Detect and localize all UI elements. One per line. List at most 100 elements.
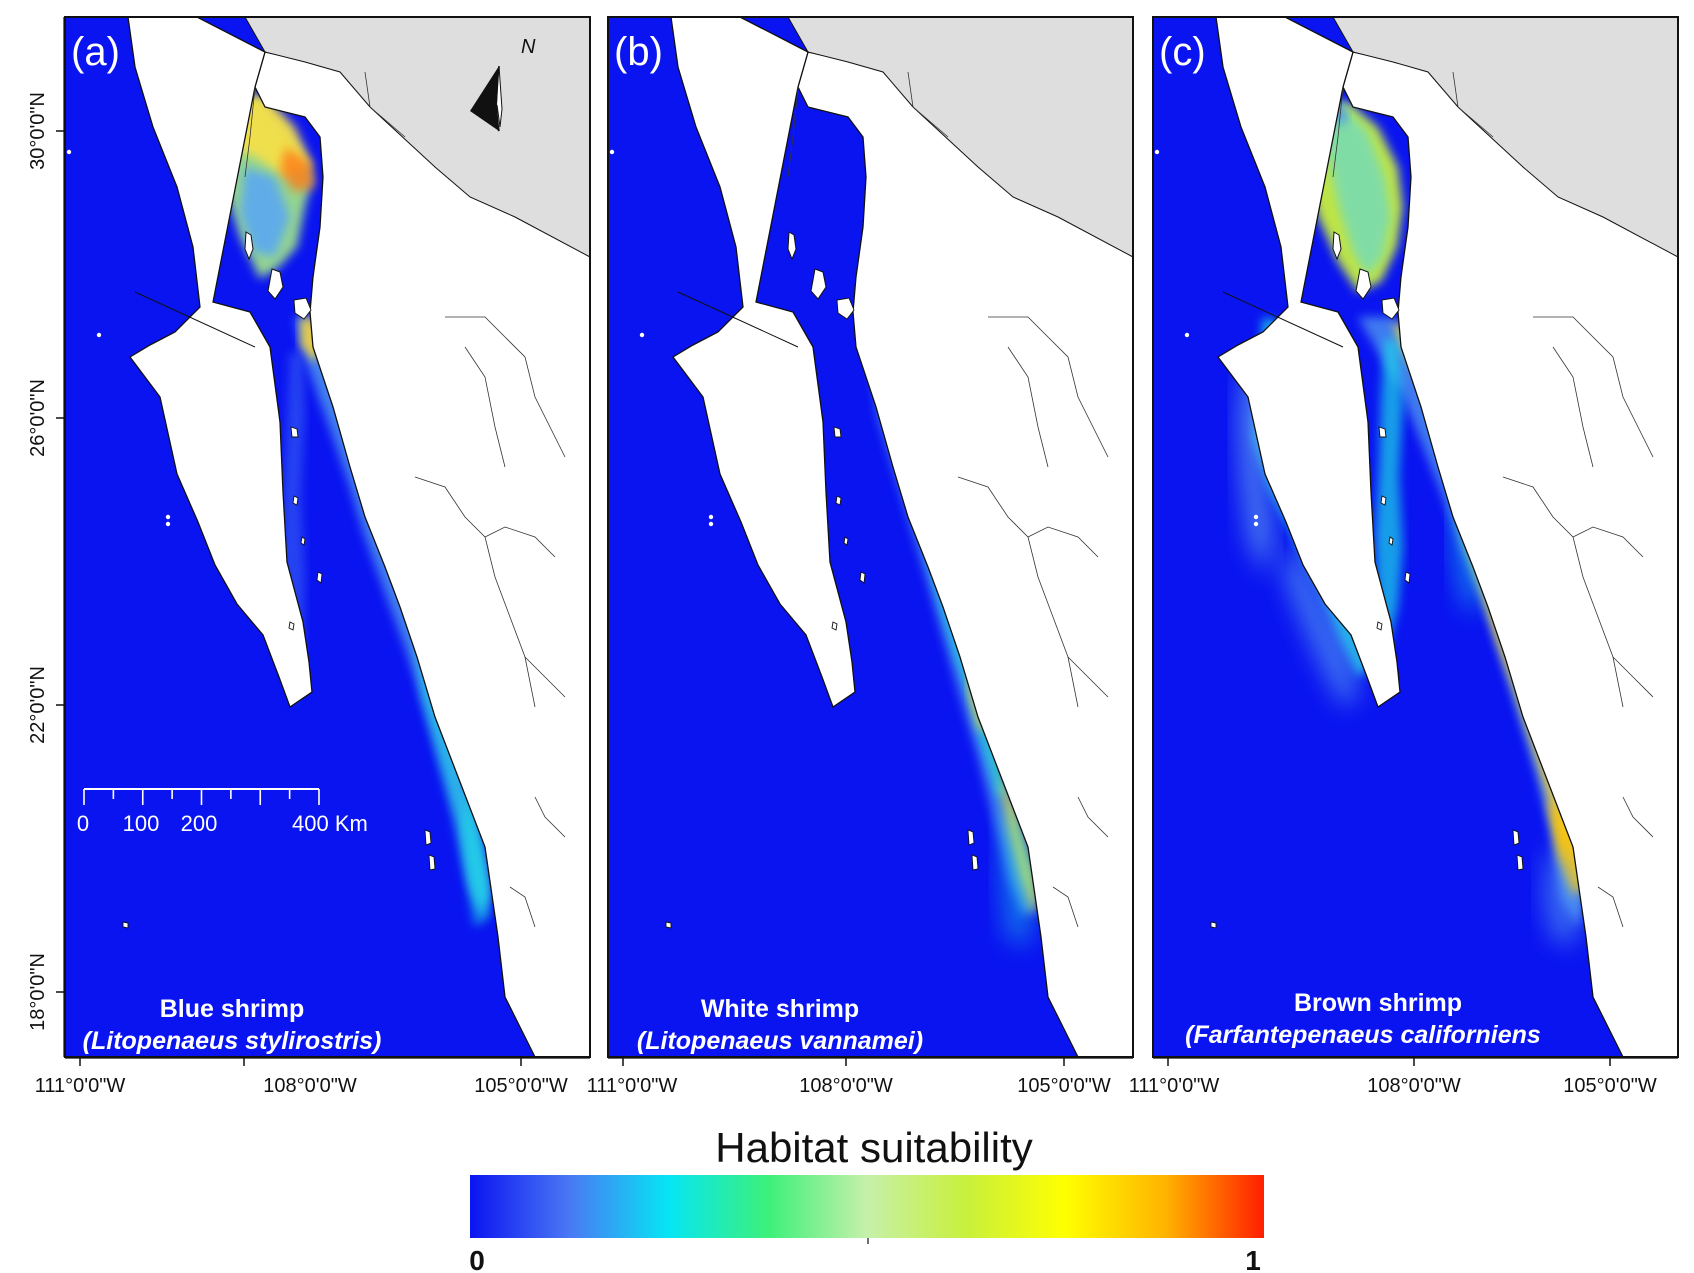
island — [424, 829, 432, 846]
north-arrow: N — [470, 36, 536, 132]
island — [1376, 621, 1383, 631]
map-panel-white-shrimp: (b) White shrimp (Litopenaeus vannamei) — [607, 16, 1134, 1058]
lon-tick-label: 105°0'0"W — [474, 1075, 568, 1097]
island — [967, 829, 975, 846]
island — [833, 426, 842, 438]
island — [122, 921, 129, 929]
suitability-patch — [295, 317, 490, 917]
islet — [1184, 332, 1190, 338]
state-boundary-line — [787, 86, 799, 178]
scale-label-0: 0 — [77, 811, 89, 836]
islet — [1253, 521, 1259, 527]
state-boundary-line — [1052, 886, 1079, 928]
species-common-name: Brown shrimp — [1294, 989, 1462, 1017]
panel-letter: (a) — [71, 30, 120, 74]
state-boundary-line — [1077, 796, 1109, 838]
state-boundary-line — [364, 71, 406, 138]
state-boundary-line — [677, 291, 799, 348]
state-boundary-line — [1572, 536, 1624, 708]
island — [1516, 854, 1524, 871]
panel-letter: (b) — [614, 30, 663, 74]
island — [428, 854, 436, 871]
island — [1380, 495, 1387, 506]
species-scientific-name: (Litopenaeus stylirostris) — [83, 1027, 382, 1055]
map-panel-blue-shrimp: (a) Blue shrimp (Litopenaeus stylirostri… — [64, 16, 591, 1058]
island — [244, 231, 254, 261]
lat-tick-label: 26°0'0"N — [27, 379, 49, 457]
islet — [708, 514, 714, 520]
island — [292, 495, 299, 506]
lon-tick-label: 111°0'0"W — [587, 1075, 678, 1097]
lon-tick-label: 111°0'0"W — [1129, 1075, 1220, 1097]
scale-label-200: 200 — [181, 811, 218, 836]
islet — [165, 521, 171, 527]
coastline-lines — [66, 16, 591, 1058]
state-boundary-line — [524, 656, 566, 698]
islet — [708, 521, 714, 527]
suitability-patch — [280, 147, 315, 192]
state-boundary-line — [907, 71, 949, 138]
state-boundary-line — [134, 291, 256, 348]
island — [300, 536, 306, 546]
island — [810, 268, 827, 300]
coastline-lines — [1154, 16, 1679, 1058]
lat-tick-26: 26°0'0"N — [27, 379, 65, 457]
species-common-name: White shrimp — [701, 995, 859, 1023]
lat-tick-label: 22°0'0"N — [27, 666, 49, 744]
island — [1404, 571, 1411, 584]
state-boundary-line — [509, 886, 536, 928]
island — [1332, 231, 1342, 261]
habitat-suitability-legend: Habitat suitability 0 1 — [469, 1124, 1264, 1273]
islet — [1253, 514, 1259, 520]
legend-min-label: 0 — [469, 1245, 485, 1273]
island — [288, 621, 295, 631]
species-common-name: Blue shrimp — [160, 995, 304, 1023]
island — [1381, 297, 1400, 320]
scale-bar: 0 100 200 400 Km — [77, 788, 368, 836]
suitability-patch — [240, 167, 290, 257]
islet — [96, 332, 102, 338]
suitability-patch — [1283, 537, 1358, 707]
island — [859, 571, 866, 584]
islet — [165, 514, 171, 520]
state-boundary-line — [1332, 86, 1344, 178]
suitability-patch — [463, 787, 490, 912]
island — [835, 495, 842, 506]
state-boundary-line — [244, 86, 256, 178]
state-boundary-line — [988, 316, 1109, 458]
legend-color-ramp — [470, 1175, 1264, 1238]
species-scientific-name: (Litopenaeus vannamei) — [637, 1027, 923, 1055]
suitability-patch — [1543, 847, 1583, 947]
legend-max-label: 1 — [1245, 1245, 1261, 1273]
legend-title: Habitat suitability — [715, 1124, 1032, 1171]
suitability-patch — [1323, 105, 1391, 277]
island — [290, 426, 299, 438]
state-boundary-line — [445, 316, 566, 458]
panel-letter: (c) — [1159, 30, 1206, 74]
panel-frame — [607, 16, 1134, 1058]
state-boundary-line — [1597, 886, 1624, 928]
islet — [1154, 149, 1160, 155]
baja-california-peninsula — [1215, 16, 1401, 709]
lat-tick-label: 18°0'0"N — [27, 953, 49, 1031]
coastline-lines — [609, 16, 1134, 1058]
lon-tick-label: 108°0'0"W — [1367, 1075, 1461, 1097]
suitability-patch — [1375, 337, 1403, 647]
island — [665, 921, 672, 929]
lon-tick-label: 108°0'0"W — [799, 1075, 893, 1097]
lat-tick-18: 18°0'0"N — [27, 953, 65, 1031]
island — [836, 297, 855, 320]
state-boundary-line — [1222, 291, 1344, 348]
island — [1512, 829, 1520, 846]
state-boundary-line — [534, 796, 566, 838]
lon-tick-label: 108°0'0"W — [263, 1075, 357, 1097]
north-label: N — [521, 36, 536, 58]
island — [316, 571, 323, 584]
lon-tick-label: 105°0'0"W — [1563, 1075, 1657, 1097]
state-boundary-line — [484, 536, 536, 708]
lat-tick-30: 30°0'0"N — [27, 92, 65, 170]
island — [267, 268, 284, 300]
state-boundary-line — [1067, 656, 1109, 698]
island — [971, 854, 979, 871]
